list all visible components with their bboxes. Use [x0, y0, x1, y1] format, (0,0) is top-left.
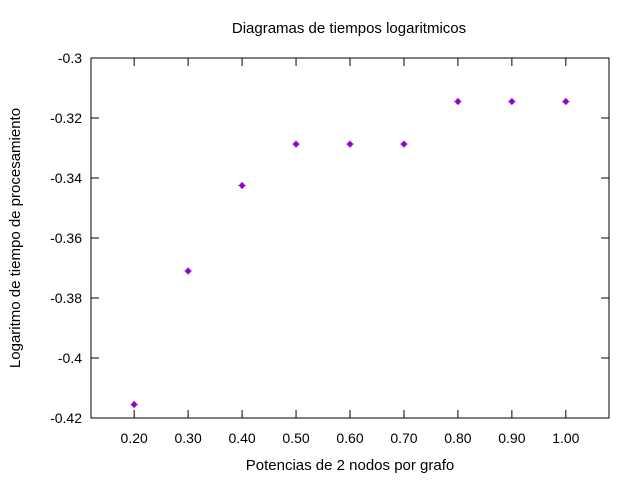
data-point — [454, 98, 462, 105]
y-tick-label: -0.34 — [50, 170, 82, 186]
data-point — [292, 140, 300, 148]
y-tick-label: -0.42 — [50, 410, 82, 426]
y-tick-label: -0.3 — [58, 50, 82, 66]
data-point — [184, 267, 192, 275]
x-tick-label: 0.40 — [228, 430, 255, 446]
data-point — [562, 98, 570, 105]
x-tick-label: 0.90 — [498, 430, 525, 446]
y-tick-label: -0.32 — [50, 110, 82, 126]
x-tick-label: 0.50 — [282, 430, 309, 446]
data-point — [346, 140, 354, 148]
y-tick-label: -0.38 — [50, 290, 82, 306]
x-tick-label: 0.70 — [390, 430, 417, 446]
x-axis-label: Potencias de 2 nodos por grafo — [246, 457, 454, 474]
data-point — [130, 401, 138, 408]
y-tick-label: -0.4 — [58, 350, 82, 366]
y-axis-label: Logaritmo de tiempo de procesamiento — [7, 108, 24, 368]
y-tick-label: -0.36 — [50, 230, 82, 246]
data-point — [238, 182, 246, 189]
x-tick-label: 0.60 — [336, 430, 363, 446]
data-series — [130, 98, 570, 408]
x-tick-label: 0.80 — [444, 430, 471, 446]
chart-title: Diagramas de tiempos logaritmicos — [232, 20, 466, 37]
plot-frame — [90, 57, 610, 419]
data-point — [508, 98, 516, 105]
x-tick-label: 1.00 — [552, 430, 579, 446]
x-axis: 0.20 0.30 0.40 0.50 0.60 0.70 0.80 0.90 1.00 — [121, 58, 580, 446]
y-axis: -0.3 -0.32 -0.34 -0.36 -0.38 -0.4 -0.42 — [50, 50, 609, 426]
data-point — [400, 140, 408, 148]
x-tick-label: 0.20 — [121, 430, 148, 446]
x-tick-label: 0.30 — [175, 430, 202, 446]
